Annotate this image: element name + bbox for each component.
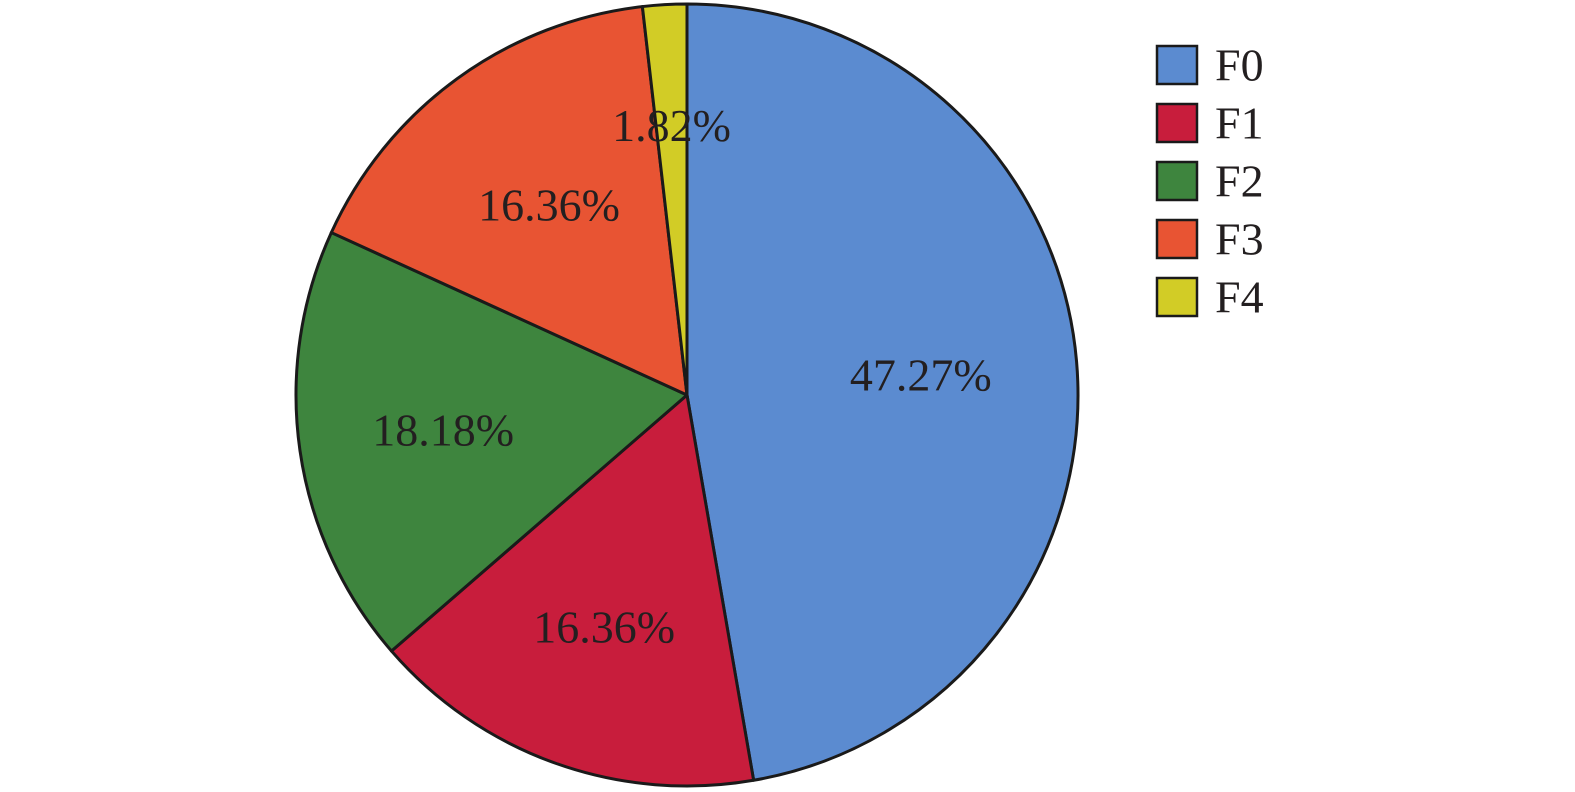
legend-swatch-f0 — [1155, 44, 1199, 86]
legend-label-f4: F4 — [1215, 272, 1264, 323]
pie-slice-f2 — [294, 231, 689, 653]
legend: F0 F1 F2 F3 F4 — [1155, 40, 1264, 323]
legend-label-f1: F1 — [1215, 98, 1264, 149]
pie-slice-f3 — [329, 5, 689, 397]
slice-label-f0: 47.27% — [850, 349, 992, 400]
legend-swatch-f4 — [1155, 276, 1199, 318]
legend-swatch-f3 — [1155, 218, 1199, 260]
legend-swatch-f1 — [1155, 102, 1199, 144]
slice-label-f4: 1.82% — [612, 100, 731, 151]
slice-label-f2: 18.18% — [372, 405, 514, 456]
slice-label-f1: 16.36% — [533, 601, 675, 652]
pie-slice-f1 — [390, 393, 756, 788]
legend-swatch-f2 — [1155, 160, 1199, 202]
pie-slice-f4 — [640, 2, 689, 397]
legend-label-f3: F3 — [1215, 214, 1264, 265]
pie-slice-labels: 47.27% 16.36% 18.18% 16.36% 1.82% — [372, 100, 991, 652]
legend-label-f2: F2 — [1215, 156, 1264, 207]
legend-label-f0: F0 — [1215, 40, 1264, 91]
pie-slices — [294, 2, 1080, 788]
slice-label-f3: 16.36% — [478, 180, 620, 231]
pie-slice-f0 — [685, 2, 1080, 782]
